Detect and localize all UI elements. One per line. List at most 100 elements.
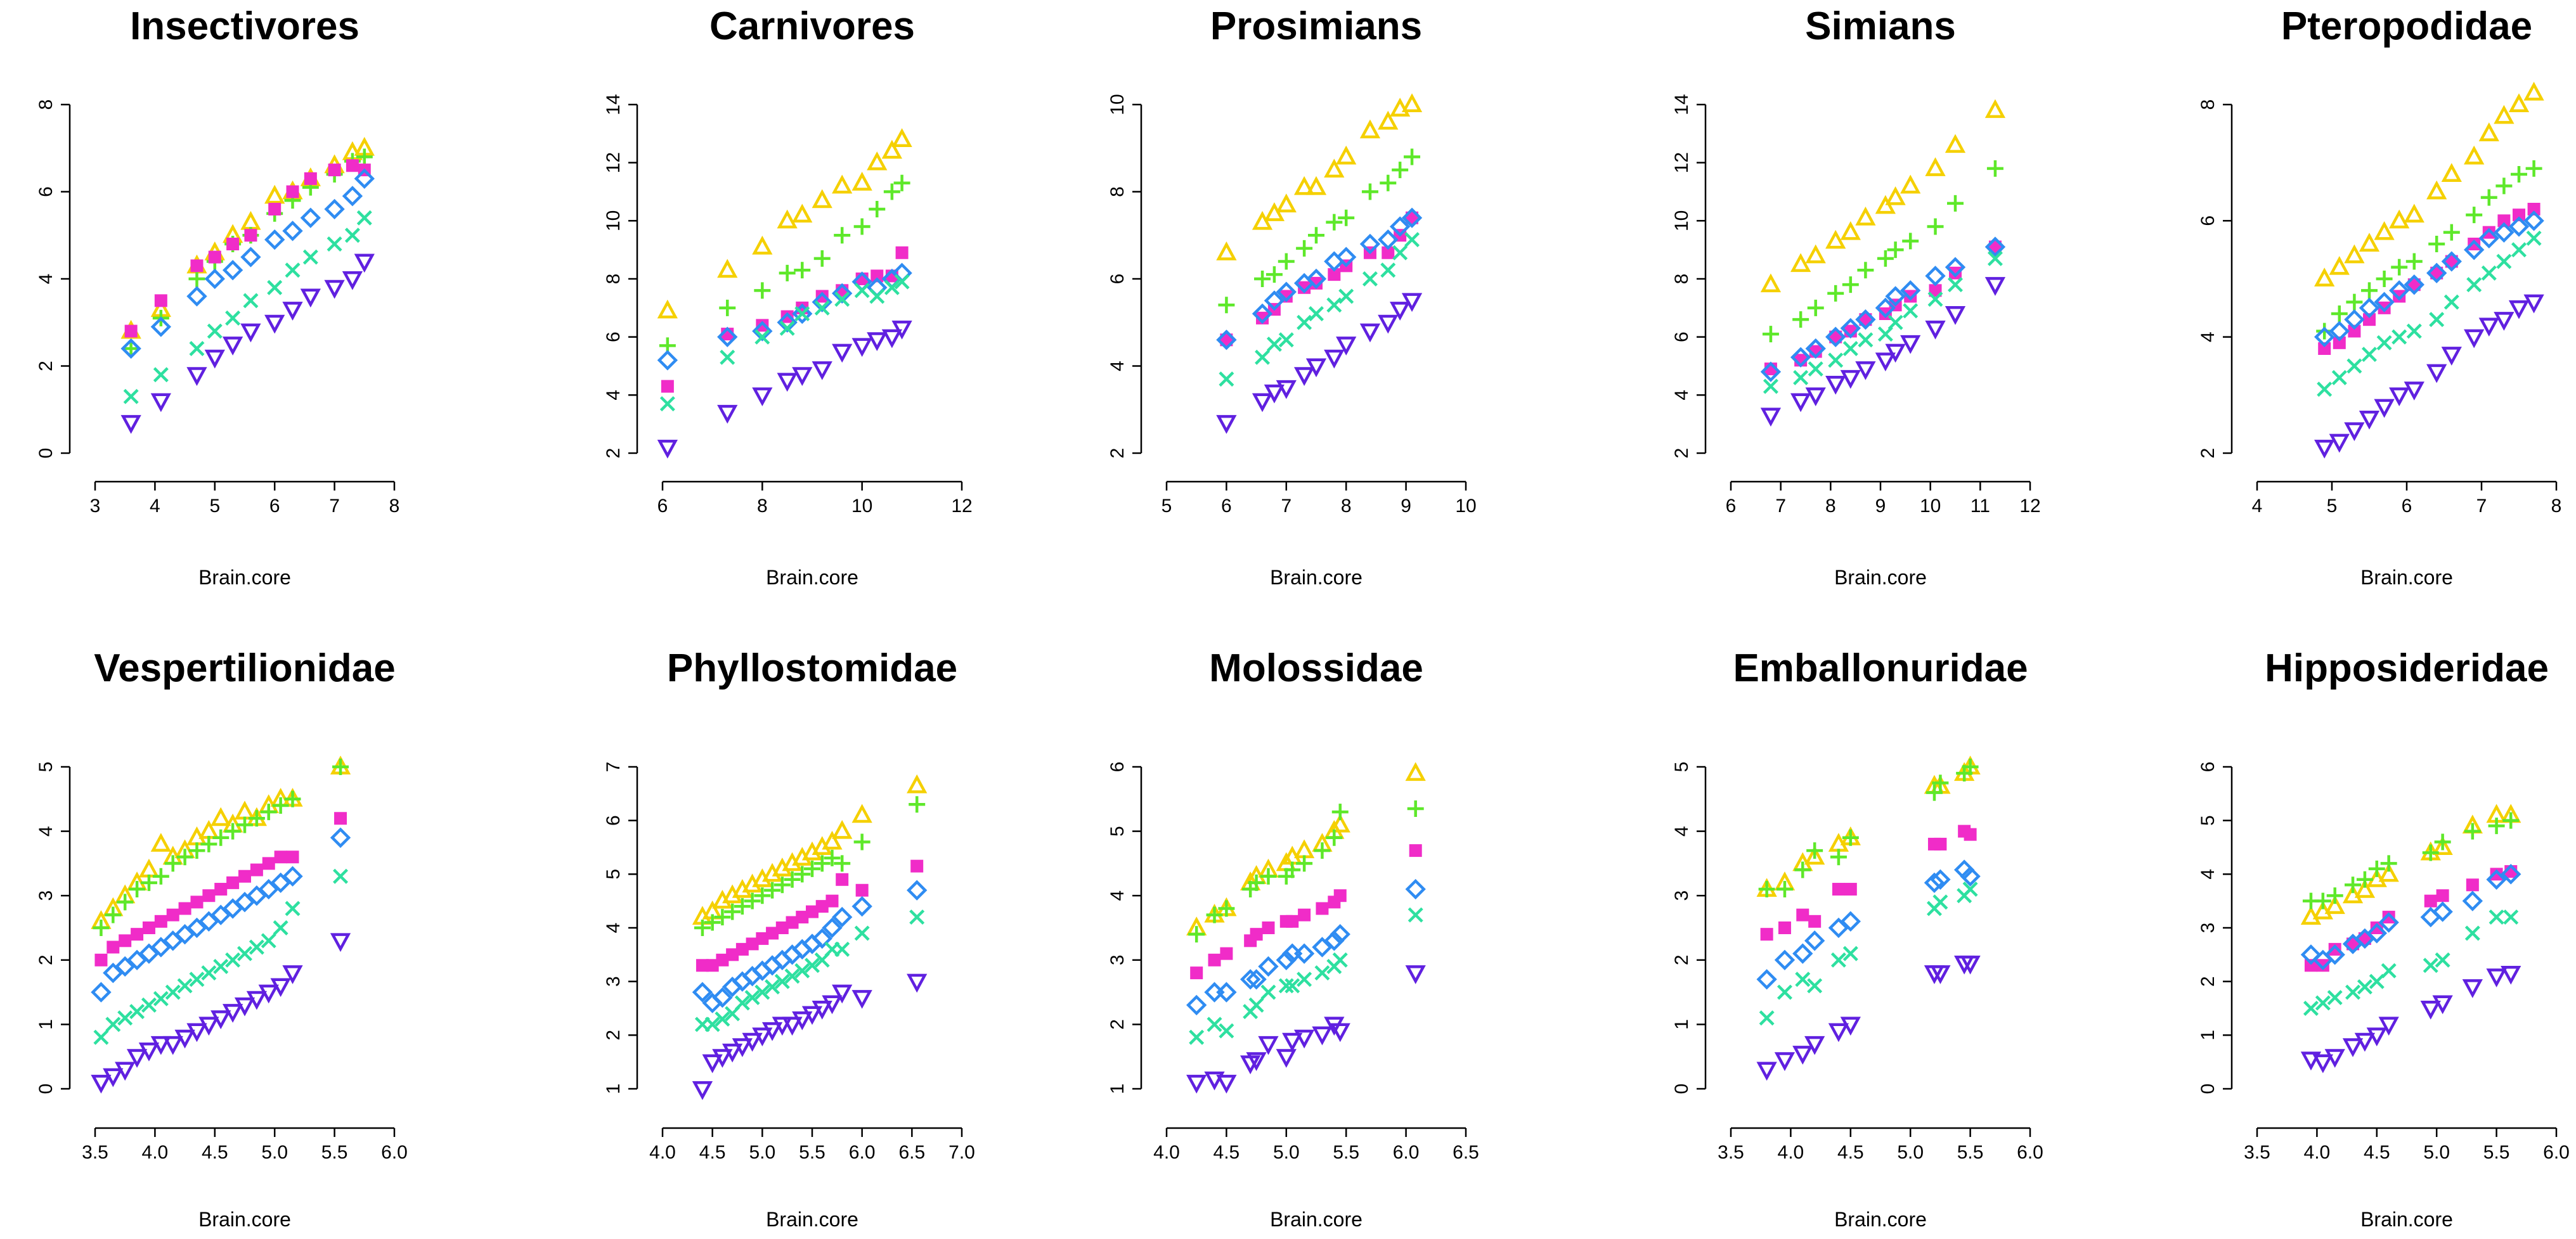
data-point (2423, 958, 2438, 973)
data-point (2314, 439, 2335, 459)
data-point (1324, 349, 1345, 369)
panel-title: Phyllostomidae (667, 646, 957, 690)
data-point (2324, 944, 2345, 965)
y-tick-label: 1 (1671, 1019, 1692, 1030)
data-point (777, 209, 798, 229)
data-point (107, 940, 120, 954)
data-point (1328, 268, 1341, 281)
series-square (1190, 844, 1422, 980)
x-axis-label: Brain.core (1270, 1208, 1362, 1231)
data-point (1298, 281, 1311, 294)
series-triangle-down (1760, 277, 2006, 427)
data-point (1359, 119, 1381, 139)
data-point (832, 984, 853, 1004)
data-point (722, 1043, 743, 1063)
data-point (186, 286, 207, 307)
data-point (225, 310, 241, 326)
data-point (105, 1017, 121, 1032)
data-point (124, 324, 138, 338)
data-point (2318, 342, 2331, 355)
data-point (260, 804, 277, 821)
data-point (1762, 326, 1779, 343)
series-diamond (2300, 864, 2521, 970)
data-point (138, 858, 160, 878)
data-point (1296, 240, 1313, 257)
data-point (222, 337, 243, 356)
y-tick-label: 5 (2197, 815, 2218, 826)
data-point (1216, 982, 1237, 1003)
data-point (1902, 233, 1919, 250)
series-triangle-down (2300, 965, 2521, 1074)
data-point (717, 404, 738, 424)
data-point (712, 1049, 733, 1068)
data-point (1293, 176, 1315, 195)
data-point (1844, 883, 1857, 896)
data-point (1792, 311, 1809, 328)
data-point (240, 323, 261, 343)
data-point (250, 863, 263, 876)
data-point (891, 320, 912, 340)
data-point (1293, 943, 1315, 964)
data-point (282, 866, 303, 887)
data-point (1188, 926, 1205, 943)
data-point (869, 288, 885, 304)
data-point (1857, 262, 1874, 279)
data-point (754, 282, 771, 299)
data-point (2382, 911, 2395, 924)
data-point (178, 902, 191, 915)
data-point (2303, 1001, 2319, 1016)
data-point (2494, 312, 2515, 331)
x-tick-label: 10 (851, 496, 872, 517)
data-point (94, 953, 108, 966)
data-point (2389, 280, 2410, 301)
data-point (1330, 1023, 1350, 1043)
data-point (822, 917, 843, 939)
data-point (813, 250, 831, 267)
data-point (1390, 98, 1411, 117)
data-point (2348, 324, 2361, 338)
data-point (1900, 280, 1921, 301)
series-diamond (1186, 878, 1426, 1016)
data-point (2426, 262, 2447, 284)
data-point (2404, 382, 2424, 401)
data-point (1930, 869, 1951, 890)
data-point (704, 914, 721, 931)
data-point (2378, 912, 2399, 933)
data-point (1310, 276, 1323, 290)
data-point (93, 920, 110, 936)
data-point (794, 866, 811, 883)
data-point (1960, 866, 1981, 887)
data-point (832, 343, 853, 363)
data-point (2354, 1032, 2376, 1052)
data-point (2464, 925, 2480, 941)
data-point (1293, 367, 1315, 386)
x-tick-label: 6 (269, 496, 280, 517)
data-point (825, 894, 839, 908)
series-triangle-down (1186, 965, 1426, 1094)
data-point (150, 393, 171, 413)
data-point (154, 294, 167, 307)
x-tick-label: 5.0 (1273, 1142, 1300, 1163)
data-point (2441, 163, 2462, 182)
data-point (1948, 277, 1963, 293)
data-point (2378, 301, 2391, 314)
data-point (735, 942, 749, 956)
data-point (1408, 907, 1423, 923)
x-tick-label: 5.0 (261, 1142, 288, 1163)
data-point (1885, 343, 1906, 363)
data-point (2525, 160, 2542, 177)
data-point (2420, 1001, 2441, 1020)
data-point (208, 250, 221, 264)
x-tick-label: 4 (2252, 496, 2263, 517)
data-point (1790, 393, 1811, 413)
data-point (1986, 160, 2003, 177)
data-point (1362, 271, 1378, 286)
data-point (1795, 972, 1811, 987)
data-point (784, 968, 800, 984)
data-point (1925, 157, 1946, 176)
x-tick-label: 6.0 (2017, 1142, 2043, 1163)
data-point (779, 264, 796, 281)
y-tick-label: 8 (603, 274, 624, 285)
y-tick-label: 3 (1671, 890, 1692, 901)
x-tick-label: 3 (90, 496, 101, 517)
